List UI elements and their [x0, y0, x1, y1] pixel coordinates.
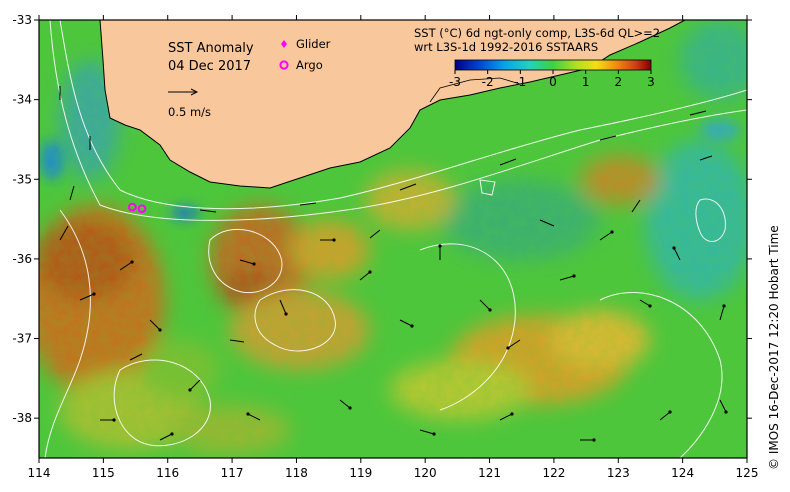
colorbar-ticks: -3 -2 -1 0 1 2 3	[449, 70, 655, 89]
longitude-axis: 114 115 116 117 118 119 120 121 122 123 124 125	[28, 15, 759, 480]
colorbar: SST (°C) 6d ngt-only comp, L3S-6d QL>=2 …	[414, 26, 660, 89]
lon-tick-label: 120	[414, 466, 437, 480]
lat-tick-label: -35	[12, 172, 32, 186]
colorbar-tick-label: -1	[514, 75, 526, 89]
colorbar-tick-label: 3	[647, 75, 655, 89]
marker-legend: Glider Argo	[279, 37, 331, 72]
lon-tick-label: 117	[221, 466, 244, 480]
argo-legend-label: Argo	[296, 58, 323, 72]
vector-heads	[92, 230, 728, 442]
colorbar-tick-label: -3	[449, 75, 461, 89]
colorbar-title-line1: SST (°C) 6d ngt-only comp, L3S-6d QL>=2	[414, 26, 660, 40]
colorbar-tick-label: -2	[482, 75, 494, 89]
lon-tick-label: 116	[156, 466, 179, 480]
velocity-scale-arrowhead	[190, 88, 199, 96]
lon-tick-label: 114	[28, 466, 51, 480]
argo-float	[137, 204, 147, 214]
colorbar-tick-label: 2	[615, 75, 623, 89]
lon-tick-label: 123	[607, 466, 630, 480]
glider-symbol	[281, 40, 287, 48]
lon-tick-label: 115	[92, 466, 115, 480]
argo-float-markers	[127, 202, 147, 214]
argo-symbol	[279, 60, 289, 70]
lon-tick-label: 122	[542, 466, 565, 480]
coastline-detail	[429, 77, 521, 103]
lat-tick-label: -36	[12, 252, 32, 266]
velocity-scale: 0.5 m/s	[168, 88, 211, 119]
lon-tick-label: 124	[671, 466, 694, 480]
contours	[44, 20, 747, 458]
argo-float	[127, 202, 137, 212]
map-date: 04 Dec 2017	[168, 59, 251, 74]
lat-tick-label: -34	[12, 93, 32, 107]
map-title: SST Anomaly	[168, 41, 254, 56]
glider-legend-label: Glider	[296, 37, 331, 51]
plot-frame	[38, 19, 748, 459]
credit-text: © IMOS 16-Dec-2017 12:20 Hobart Time	[767, 225, 781, 470]
lon-tick-label: 121	[478, 466, 501, 480]
velocity-scale-label: 0.5 m/s	[168, 105, 211, 119]
colorbar-tick-label: 1	[582, 75, 590, 89]
latitude-axis: -33-34-35-36-37-38	[12, 13, 752, 425]
velocity-vectors	[59, 86, 727, 441]
colorbar-tick-label: 0	[549, 75, 557, 89]
lat-tick-label: -33	[12, 13, 32, 27]
lon-tick-label: 118	[285, 466, 308, 480]
colorbar-scale	[454, 59, 652, 71]
lon-tick-label: 119	[349, 466, 372, 480]
lat-tick-label: -37	[12, 332, 32, 346]
colorbar-title-line2: wrt L3S-1d 1992-2016 SSTAARS	[414, 40, 598, 54]
sst-field	[39, 20, 747, 458]
lon-tick-label: 125	[736, 466, 759, 480]
lat-tick-label: -38	[12, 411, 32, 425]
